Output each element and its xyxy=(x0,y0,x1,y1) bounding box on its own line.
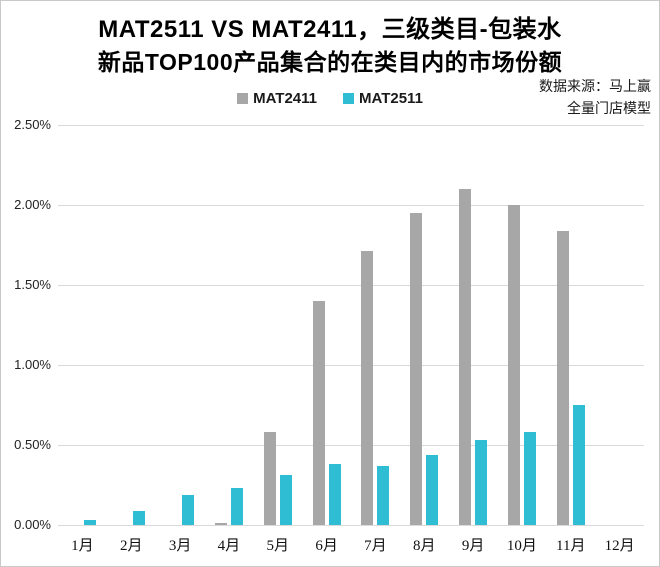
data-source-note: 数据来源：马上赢 全量门店模型 xyxy=(539,77,651,121)
gridline xyxy=(58,524,644,526)
legend-label-mat2511: MAT2511 xyxy=(359,90,423,107)
gridline xyxy=(58,444,644,446)
data-source-line1: 数据来源：马上赢 xyxy=(539,80,651,95)
bar-MAT2411-6月 xyxy=(312,301,325,525)
gridline xyxy=(58,124,644,126)
legend-item-mat2411: MAT2411 xyxy=(237,90,317,107)
bar-MAT2511-11月 xyxy=(572,405,585,525)
bar-MAT2511-9月 xyxy=(475,440,488,525)
bar-MAT2511-7月 xyxy=(377,466,390,525)
y-tick-label: 1.00% xyxy=(14,357,51,372)
x-tick-label: 5月 xyxy=(266,538,289,554)
legend-swatch-mat2511-icon xyxy=(343,93,354,104)
x-tick-label: 2月 xyxy=(119,538,143,554)
legend-item-mat2511: MAT2511 xyxy=(343,90,423,107)
gridline xyxy=(58,204,644,206)
legend: MAT2411 MAT2511 xyxy=(1,90,659,107)
bar-MAT2511-3月 xyxy=(182,495,195,525)
y-tick-label: 0.50% xyxy=(14,437,51,452)
x-tick-label: 3月 xyxy=(168,538,192,554)
x-tick-label: 12月 xyxy=(604,538,635,554)
bar-MAT2511-5月 xyxy=(279,475,292,525)
bar-MAT2511-10月 xyxy=(523,432,536,525)
x-tick-label: 9月 xyxy=(461,538,485,554)
bar-MAT2511-8月 xyxy=(426,455,439,525)
y-tick-label: 2.00% xyxy=(14,197,51,212)
x-tick-label: 10月 xyxy=(506,538,537,554)
chart-title-line1: MAT2511 VS MAT2411，三级类目-包装水 xyxy=(98,16,562,43)
bar-MAT2411-9月 xyxy=(459,189,472,525)
data-source-line2: 全量门店模型 xyxy=(567,102,651,117)
legend-label-mat2411: MAT2411 xyxy=(253,90,317,107)
gridline xyxy=(58,364,644,366)
bar-MAT2411-7月 xyxy=(361,251,374,525)
y-tick-label: 2.50% xyxy=(14,117,51,132)
bar-MAT2511-6月 xyxy=(328,464,341,525)
x-tick-label: 6月 xyxy=(315,538,338,554)
gridline xyxy=(58,284,644,286)
x-tick-label: 7月 xyxy=(364,538,387,554)
bar-MAT2411-4月 xyxy=(214,523,227,525)
bar-MAT2411-8月 xyxy=(410,213,423,525)
x-tick-label: 11月 xyxy=(556,538,586,554)
x-tick-label: 4月 xyxy=(217,538,241,554)
bar-MAT2411-5月 xyxy=(263,432,276,525)
x-tick-label: 1月 xyxy=(71,538,94,554)
bar-MAT2511-1月 xyxy=(84,520,97,525)
chart-title-line2: 新品TOP100产品集合的在类目内的市场份额 xyxy=(97,49,563,75)
bar-MAT2411-10月 xyxy=(507,205,520,525)
x-tick-label: 8月 xyxy=(412,538,436,554)
legend-swatch-mat2411-icon xyxy=(237,93,249,104)
y-tick-label: 0.00% xyxy=(14,517,51,532)
y-tick-label: 1.50% xyxy=(14,277,51,292)
bar-MAT2511-4月 xyxy=(230,488,243,525)
bar-MAT2511-2月 xyxy=(133,511,146,525)
bar-MAT2411-11月 xyxy=(556,231,569,525)
